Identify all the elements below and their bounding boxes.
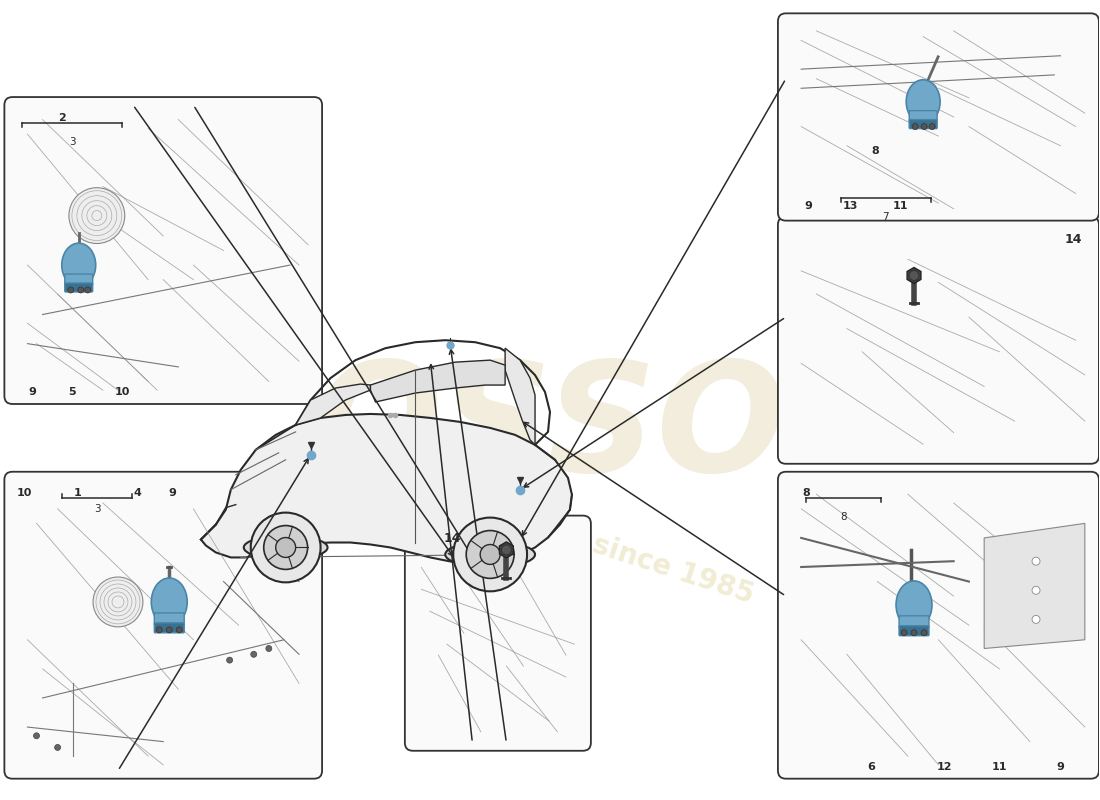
Circle shape [911, 630, 917, 636]
Polygon shape [201, 414, 572, 563]
Text: 11: 11 [893, 201, 909, 211]
Text: 10: 10 [16, 488, 32, 498]
Circle shape [1032, 586, 1040, 594]
Text: 10: 10 [114, 387, 130, 398]
Text: 14: 14 [444, 531, 462, 545]
Text: 14: 14 [1064, 233, 1081, 246]
Text: 9: 9 [168, 488, 176, 498]
Circle shape [481, 545, 500, 565]
Ellipse shape [906, 80, 940, 124]
FancyBboxPatch shape [154, 623, 184, 633]
Circle shape [930, 124, 935, 130]
Circle shape [276, 538, 296, 558]
Circle shape [1032, 615, 1040, 623]
FancyBboxPatch shape [65, 283, 92, 292]
Circle shape [453, 518, 527, 591]
FancyBboxPatch shape [899, 626, 930, 636]
Circle shape [266, 646, 272, 651]
Circle shape [156, 627, 163, 633]
Circle shape [85, 287, 90, 293]
Polygon shape [505, 348, 535, 445]
FancyBboxPatch shape [405, 515, 591, 750]
Circle shape [502, 545, 512, 555]
Text: 13: 13 [843, 201, 858, 211]
FancyBboxPatch shape [778, 472, 1099, 778]
Circle shape [176, 627, 183, 633]
Ellipse shape [62, 243, 96, 287]
Polygon shape [371, 360, 505, 402]
Circle shape [466, 530, 514, 578]
Text: 8: 8 [802, 488, 810, 498]
Circle shape [1032, 558, 1040, 565]
Text: 12: 12 [937, 762, 953, 772]
Text: passion for cars since 1985: passion for cars since 1985 [342, 450, 758, 609]
Polygon shape [296, 384, 371, 425]
Circle shape [251, 651, 256, 658]
FancyBboxPatch shape [4, 97, 322, 404]
Circle shape [68, 287, 74, 293]
Text: 9: 9 [804, 201, 812, 211]
Circle shape [921, 630, 927, 636]
Text: OSSO: OSSO [312, 355, 788, 504]
Circle shape [33, 733, 40, 738]
Text: 3: 3 [69, 137, 76, 147]
Polygon shape [984, 523, 1085, 649]
Circle shape [251, 513, 320, 582]
Ellipse shape [152, 578, 187, 626]
Circle shape [55, 745, 60, 750]
Text: 7: 7 [882, 212, 889, 222]
Polygon shape [908, 267, 921, 283]
FancyBboxPatch shape [778, 217, 1099, 464]
FancyBboxPatch shape [65, 274, 92, 285]
FancyBboxPatch shape [4, 472, 322, 778]
Circle shape [69, 188, 124, 243]
Circle shape [901, 630, 908, 636]
Text: 3: 3 [94, 504, 100, 514]
Text: 9: 9 [29, 387, 36, 398]
Text: 5: 5 [68, 387, 76, 398]
Circle shape [921, 124, 927, 130]
Circle shape [78, 287, 84, 293]
FancyBboxPatch shape [910, 110, 937, 122]
Circle shape [166, 627, 173, 633]
FancyBboxPatch shape [154, 613, 184, 625]
Text: 6: 6 [868, 762, 876, 772]
Circle shape [264, 526, 308, 570]
Text: 4: 4 [133, 488, 141, 498]
Text: 2: 2 [58, 113, 66, 123]
FancyBboxPatch shape [910, 120, 937, 129]
Circle shape [227, 657, 232, 663]
Circle shape [94, 577, 143, 627]
FancyBboxPatch shape [899, 616, 930, 628]
Text: 9: 9 [1056, 762, 1065, 772]
Ellipse shape [446, 542, 535, 567]
Text: 1: 1 [74, 488, 81, 498]
Polygon shape [499, 542, 514, 558]
Circle shape [912, 124, 918, 130]
Circle shape [909, 270, 918, 281]
Ellipse shape [896, 581, 932, 629]
FancyBboxPatch shape [778, 14, 1099, 221]
Text: 11: 11 [992, 762, 1008, 772]
Ellipse shape [244, 535, 328, 559]
Text: 8: 8 [840, 512, 847, 522]
Text: 8: 8 [872, 146, 880, 156]
